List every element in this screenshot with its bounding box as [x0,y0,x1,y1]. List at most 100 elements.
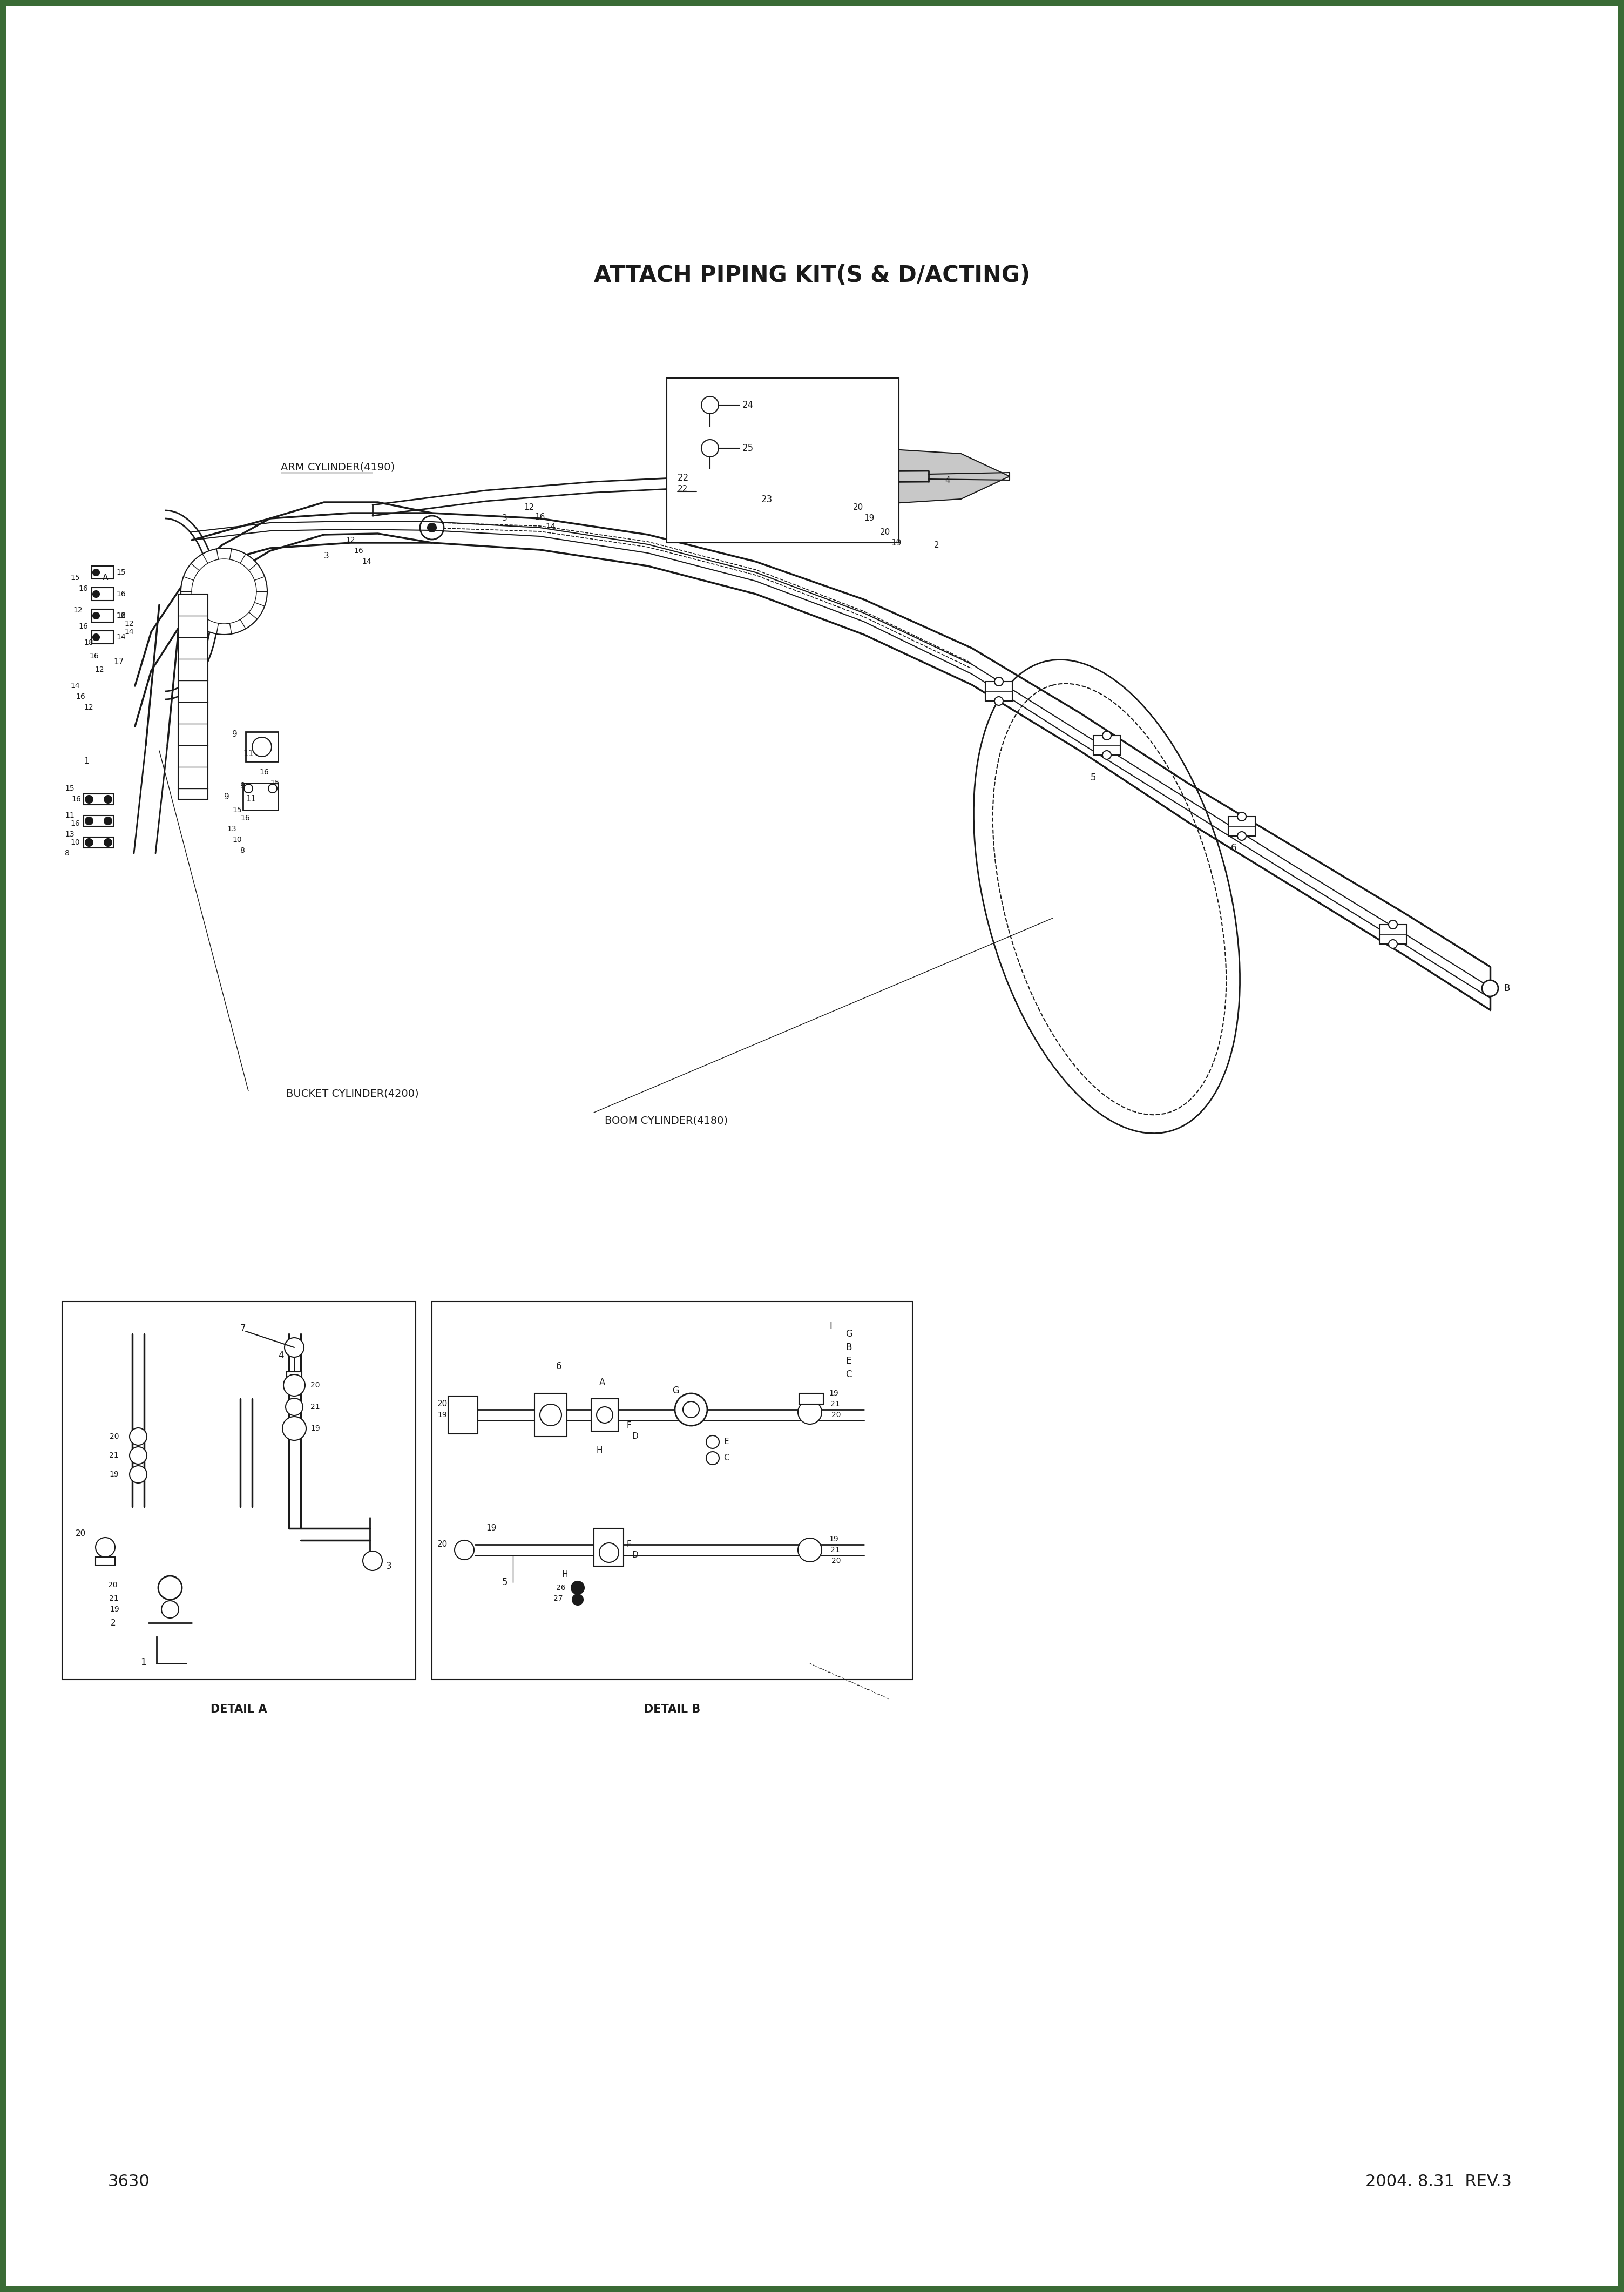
Circle shape [284,1339,304,1357]
Circle shape [702,440,718,456]
Circle shape [421,516,443,539]
Text: 4: 4 [945,477,950,484]
Text: 10: 10 [232,837,242,843]
Text: 24: 24 [742,401,754,410]
Text: 9: 9 [232,731,237,738]
Text: 15: 15 [232,807,242,814]
Text: 21: 21 [109,1451,119,1460]
Text: DETAIL B: DETAIL B [645,1703,700,1714]
Text: 12: 12 [123,619,133,628]
Text: 11: 11 [244,749,253,756]
Text: I: I [830,1320,831,1332]
Text: 21: 21 [830,1400,840,1407]
Circle shape [252,738,271,756]
Circle shape [539,1405,562,1426]
Circle shape [130,1465,146,1483]
Circle shape [158,1577,182,1600]
Text: H: H [562,1570,568,1579]
Text: 8: 8 [240,846,245,855]
Text: 22: 22 [677,484,689,493]
Text: 16: 16 [71,795,81,802]
Text: 20: 20 [880,527,890,536]
Text: BOOM CYLINDER(4180): BOOM CYLINDER(4180) [604,1116,728,1125]
Bar [667,378,900,543]
Circle shape [86,818,93,825]
Polygon shape [697,470,742,513]
Polygon shape [702,516,763,536]
Text: 11: 11 [245,795,257,802]
Text: 14: 14 [115,633,125,642]
Text: BUCKET CYLINDER(4200): BUCKET CYLINDER(4200) [286,1089,419,1098]
Text: 3: 3 [323,552,330,559]
Text: 16: 16 [78,623,88,630]
Text: 20: 20 [831,1412,841,1419]
Text: 1: 1 [84,756,89,766]
Circle shape [180,548,268,635]
Ellipse shape [992,683,1226,1114]
Text: 16: 16 [354,548,364,555]
Text: 22: 22 [677,472,689,484]
Text: A: A [599,1377,606,1387]
Bar [594,1529,624,1565]
Circle shape [427,523,437,532]
Text: 7: 7 [240,1325,245,1334]
Text: G: G [672,1387,679,1396]
Text: 6: 6 [555,1361,562,1371]
Bar [1379,924,1406,944]
Text: E: E [723,1437,729,1446]
Circle shape [455,1540,474,1559]
Text: 20: 20 [437,1400,448,1407]
Text: 16: 16 [70,821,80,827]
Text: 20: 20 [107,1581,117,1588]
Text: 16: 16 [260,768,268,777]
Circle shape [268,784,278,793]
Text: D: D [632,1552,638,1559]
Circle shape [96,1538,115,1556]
Text: 13: 13 [227,825,235,832]
Text: B: B [1504,983,1510,992]
Text: 20: 20 [437,1540,448,1549]
Bar [93,630,114,644]
Text: 12: 12 [346,536,356,543]
Circle shape [1103,731,1111,740]
Bar [432,1302,913,1680]
Text: 13: 13 [65,830,75,839]
Text: 15: 15 [70,573,80,582]
Text: 20: 20 [76,1529,86,1538]
Text: 14: 14 [546,523,555,532]
Bar [179,594,208,800]
Text: 3: 3 [502,513,507,523]
Bar [534,1394,567,1437]
Text: 19: 19 [437,1412,447,1419]
Text: H: H [596,1446,603,1453]
Circle shape [1237,832,1246,841]
Text: 18: 18 [84,639,93,646]
Text: 14: 14 [362,557,372,566]
Circle shape [93,568,99,575]
Text: A: A [102,573,109,582]
Text: 19: 19 [109,1607,119,1614]
Text: 12: 12 [523,504,534,511]
Circle shape [104,818,112,825]
Text: 16: 16 [76,692,84,701]
Circle shape [797,1400,822,1423]
Text: 16: 16 [78,584,88,591]
Text: 19: 19 [109,1471,119,1478]
Text: 21: 21 [830,1547,840,1554]
Circle shape [192,559,257,623]
Circle shape [1389,921,1397,928]
Polygon shape [780,1313,840,1398]
Text: DETAIL A: DETAIL A [211,1703,266,1714]
Text: 11: 11 [65,811,75,818]
Bar [448,1396,477,1435]
Text: 6: 6 [1231,843,1236,853]
Text: F: F [627,1421,632,1430]
Text: 21: 21 [310,1403,320,1410]
Text: 25: 25 [742,442,754,454]
Circle shape [596,1407,612,1423]
Circle shape [1483,981,1499,997]
Bar [84,793,114,804]
Bar [986,681,1012,701]
Text: 15: 15 [65,784,75,793]
Text: 19: 19 [892,539,901,548]
